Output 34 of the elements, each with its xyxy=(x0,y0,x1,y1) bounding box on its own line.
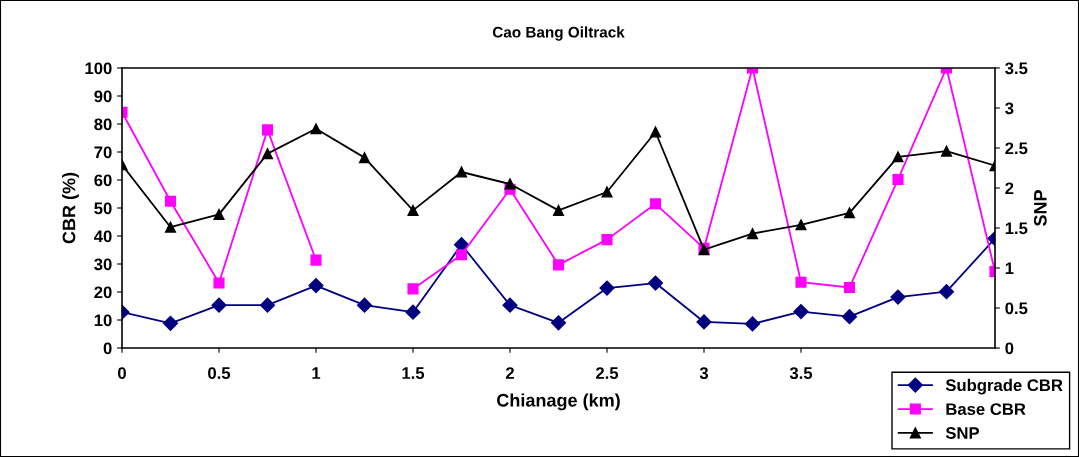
y-tick-label: 50 xyxy=(94,202,112,215)
y2-axis-title: SNP xyxy=(1033,190,1047,227)
y-tick-label: 80 xyxy=(94,118,112,131)
x-axis-title: Chianage (km) xyxy=(497,393,620,411)
x-tick-label: 0 xyxy=(118,367,126,379)
y2-tick-label: 2 xyxy=(1005,182,1014,195)
legend-label: SNP xyxy=(945,427,980,439)
y-tick-label: 90 xyxy=(94,90,112,103)
chart-title: Cao Bang Oiltrack xyxy=(492,26,625,41)
x-tick-label: 2.5 xyxy=(595,367,619,379)
y-tick-label: 0 xyxy=(103,342,112,355)
legend-label: Base CBR xyxy=(946,403,1026,416)
y-tick-label: 40 xyxy=(93,230,112,243)
x-tick-label: 3 xyxy=(699,367,709,380)
x-tick-label: 2 xyxy=(505,367,514,379)
y2-tick-label: 1.5 xyxy=(1005,222,1028,235)
y2-tick-label: 0 xyxy=(1005,342,1014,355)
y-tick-label: 30 xyxy=(94,258,112,271)
y-tick-label: 10 xyxy=(94,314,112,327)
y2-tick-label: 2.5 xyxy=(1005,142,1028,155)
y-axis-title: CBR (%) xyxy=(62,172,79,244)
x-tick-label: 0.5 xyxy=(208,367,231,379)
y-tick-label: 60 xyxy=(94,174,112,187)
y2-tick-label: 1 xyxy=(1005,262,1014,275)
y2-tick-label: 0.5 xyxy=(1005,302,1028,315)
x-tick-label: 1.5 xyxy=(402,367,425,379)
y2-tick-label: 3.5 xyxy=(1005,62,1028,75)
y-tick-label: 70 xyxy=(94,146,112,159)
x-tick-label: 1 xyxy=(312,367,321,379)
y-tick-label: 20 xyxy=(94,286,112,299)
y2-tick-label: 3 xyxy=(1005,102,1014,115)
x-tick-label: 3.5 xyxy=(789,367,813,380)
legend-label: Subgrade CBR xyxy=(945,378,1063,395)
y-tick-label: 100 xyxy=(85,62,112,75)
